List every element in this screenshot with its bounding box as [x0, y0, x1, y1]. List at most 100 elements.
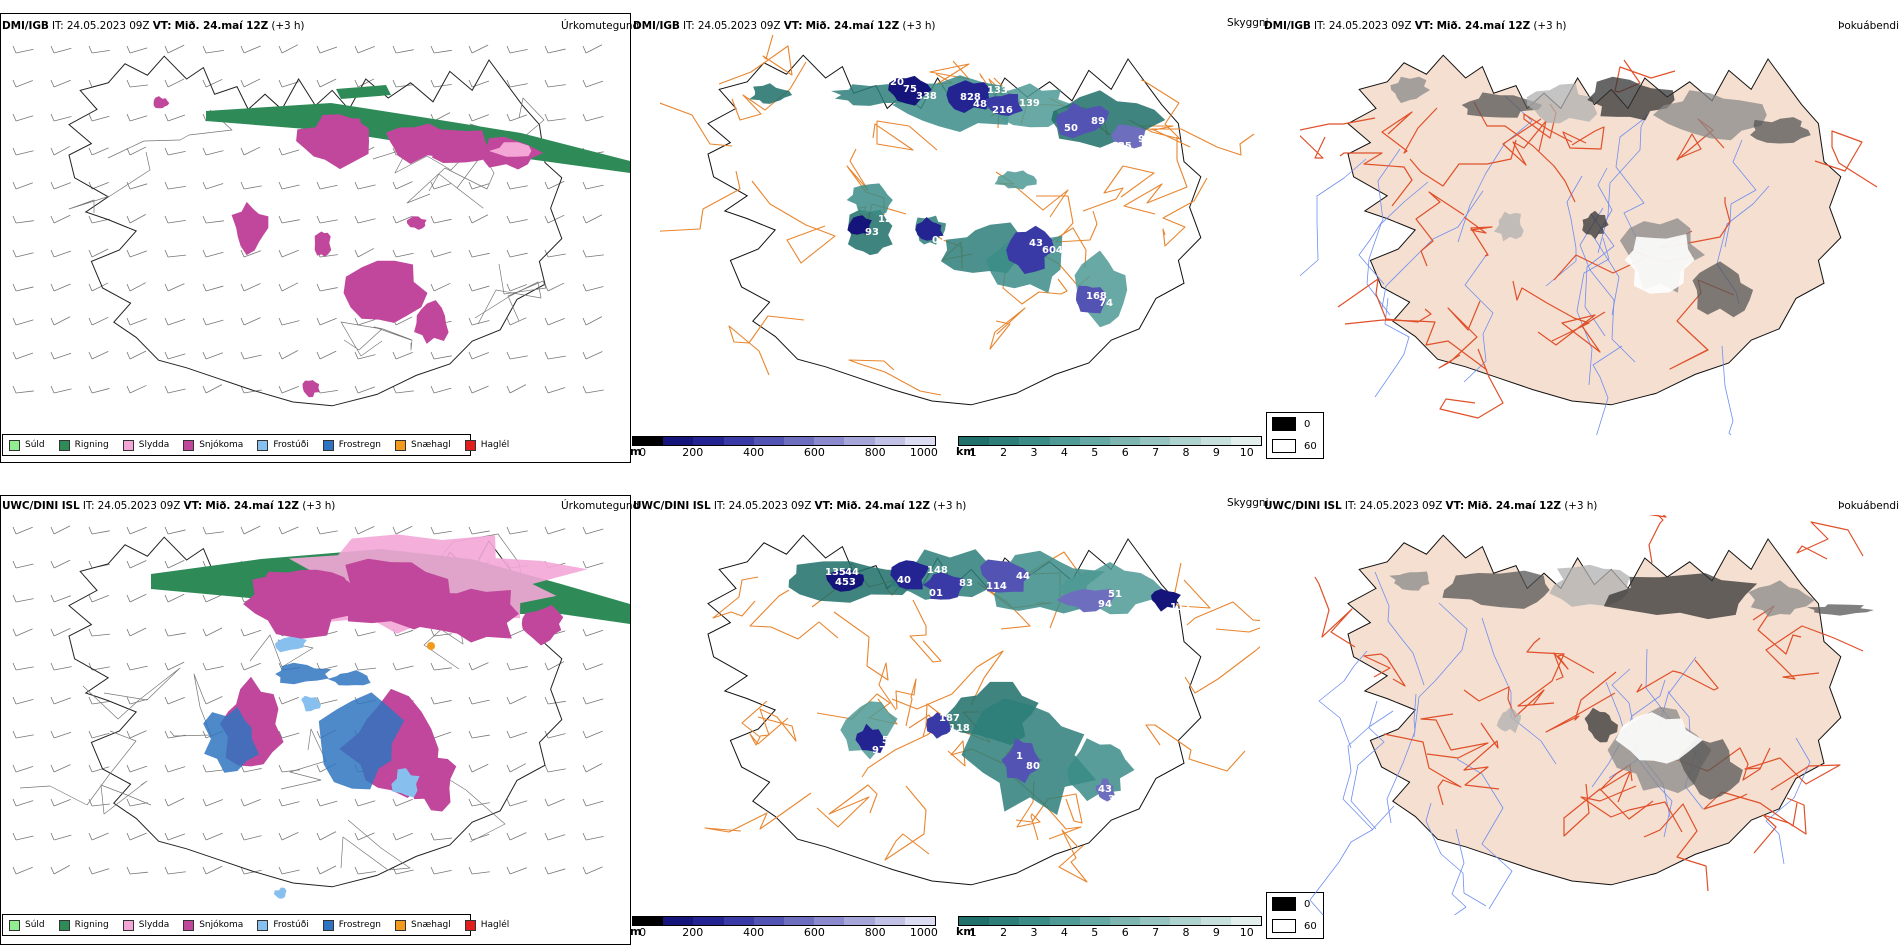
- wind-barb-flag: [126, 662, 131, 671]
- snow-area: [406, 746, 457, 812]
- wind-barb-flag: [88, 696, 93, 705]
- low-ceiling-area: [985, 93, 1023, 116]
- wind-barb-flag: [12, 526, 17, 535]
- wind-barb-flag: [164, 113, 169, 122]
- wind-barb-flag: [278, 696, 283, 705]
- colorbar-tick: 10: [1239, 926, 1254, 939]
- legend-label: Slydda: [138, 440, 170, 450]
- wind-barb-flag: [164, 317, 169, 326]
- wind-barb: [243, 78, 261, 88]
- wind-barb-flag: [354, 215, 359, 224]
- legend-item: Súld: [9, 919, 45, 931]
- wind-barb-flag: [164, 351, 169, 360]
- wind-barb: [15, 666, 34, 671]
- ceiling-value-label: 20: [890, 77, 904, 88]
- road-line: [1383, 733, 1462, 806]
- wind-barb-flag: [316, 832, 321, 841]
- wind-barb: [547, 798, 565, 807]
- wind-barb: [91, 316, 109, 326]
- wind-barb-flag: [240, 79, 245, 88]
- colorbar-step: [814, 437, 845, 445]
- legend-label: Snjókoma: [199, 920, 244, 930]
- snow-area: [431, 130, 493, 163]
- wind-barb-flag: [544, 866, 549, 875]
- colorbar-tick: 5: [1091, 446, 1099, 459]
- wind-barb-flag: [240, 181, 245, 190]
- fog-area: [1390, 76, 1431, 104]
- wind-barb: [509, 48, 528, 54]
- road-line: [1145, 724, 1246, 772]
- colorbar-step: [989, 437, 1020, 445]
- wind-barb: [319, 350, 337, 360]
- wind-barb-flag: [202, 317, 207, 326]
- colorbar-step: [904, 437, 936, 445]
- road-line: [1184, 646, 1260, 694]
- wind-barb: [357, 667, 376, 671]
- wind-barb-flag: [50, 283, 55, 292]
- colorbar-tick: 600: [803, 926, 825, 939]
- road-line: [498, 263, 547, 322]
- wind-barb: [129, 214, 147, 224]
- colorbar-step: [1140, 917, 1171, 925]
- road-line: [1082, 165, 1155, 212]
- wind-barb-flag: [316, 764, 321, 773]
- legend-swatch: [464, 919, 476, 931]
- wind-barb-flag: [278, 526, 283, 535]
- wind-barb: [547, 118, 566, 122]
- fog-area: [1750, 117, 1811, 144]
- low-ceiling-area: [1110, 124, 1146, 149]
- road-line: [872, 120, 938, 151]
- low-ceiling-area: [926, 712, 952, 739]
- wind-barb: [433, 49, 452, 54]
- road-line: [1563, 783, 1654, 837]
- wind-barb: [53, 697, 72, 705]
- road-line: [1636, 659, 1719, 693]
- wind-barb: [433, 387, 452, 394]
- wind-barb: [129, 627, 147, 637]
- road-line: [1643, 803, 1709, 892]
- wind-barb-flag: [126, 730, 131, 739]
- legend-label: Snæhagl: [411, 440, 451, 450]
- wind-barb: [319, 254, 338, 258]
- wind-barb: [129, 526, 147, 535]
- wind-barb-flag: [50, 696, 55, 705]
- legend-label: Haglél: [480, 920, 510, 930]
- wind-barb: [395, 869, 414, 875]
- road-line: [1439, 348, 1504, 419]
- wind-barb: [167, 632, 186, 637]
- wind-barb-flag: [544, 526, 549, 535]
- colorbar-tick: 1000: [909, 926, 938, 939]
- ceiling-value-label: 187: [939, 713, 960, 724]
- wind-barb-flag: [468, 662, 473, 671]
- wind-barb-flag: [392, 866, 397, 875]
- wind-barb: [205, 183, 224, 190]
- wind-barb: [319, 530, 338, 535]
- wind-barb-flag: [392, 45, 397, 54]
- wind-barb: [129, 84, 148, 88]
- low-visibility-area: [1066, 738, 1135, 802]
- legend-swatch: [395, 919, 407, 931]
- wind-barb: [357, 78, 375, 88]
- panel-header: DMI/IGB IT: 24.05.2023 09Z VT: Mið. 24.m…: [633, 20, 936, 32]
- wind-barb: [243, 317, 261, 326]
- road-line: [1765, 625, 1864, 680]
- visibility-colorbar: 1 2 3 4 5 6 7 8 9 10 km: [956, 916, 1262, 939]
- ceiling-value-label: 55: [945, 222, 959, 233]
- wind-barb-flag: [316, 351, 321, 360]
- legend-item: Rigning: [58, 439, 109, 451]
- legend-swatch: [257, 919, 269, 931]
- wind-barb: [15, 115, 34, 122]
- panel-header: DMI/IGB IT: 24.05.2023 09Z VT: Mið. 24.m…: [1264, 20, 1567, 32]
- legend-item: Frostregn: [322, 439, 381, 451]
- colorbar-step: [633, 917, 664, 925]
- wind-barb: [281, 801, 300, 807]
- wind-barb-flag: [240, 832, 245, 841]
- colorbar-tick: 1000: [909, 446, 938, 459]
- wind-barb-flag: [468, 351, 473, 360]
- wind-barb-flag: [544, 764, 549, 773]
- wind-barb-flag: [50, 79, 55, 88]
- colorbar-tick: 0: [639, 926, 647, 939]
- legend-item: Súld: [9, 439, 45, 451]
- wind-barb: [547, 387, 566, 394]
- wind-barb: [205, 832, 223, 841]
